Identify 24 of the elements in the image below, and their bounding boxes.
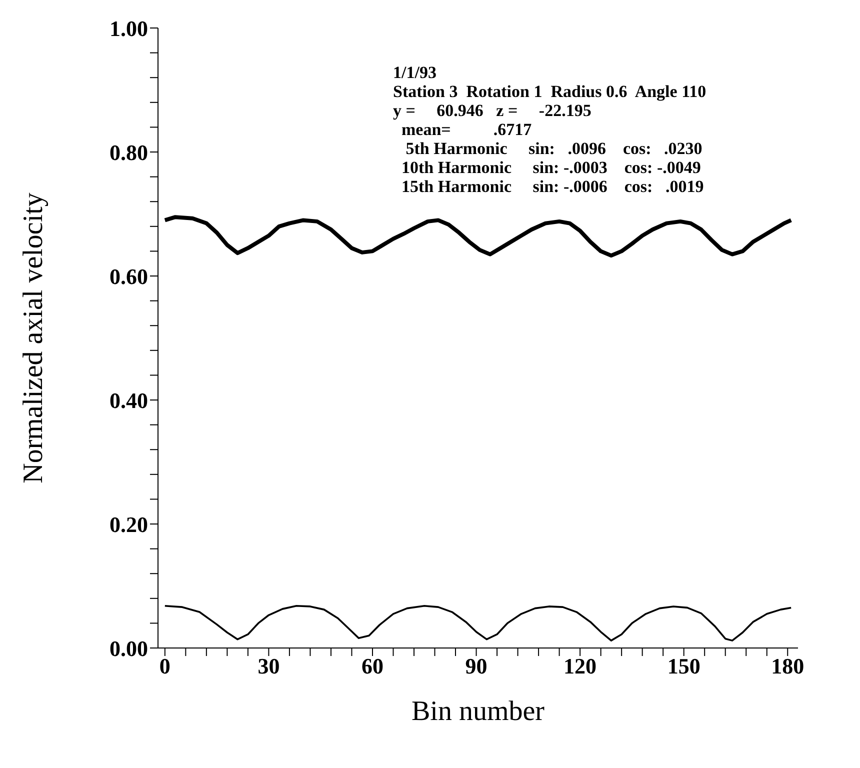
y-tick-label: 0.60: [110, 264, 148, 289]
x-tick-label: 150: [667, 654, 700, 679]
x-tick-label: 60: [361, 654, 384, 679]
x-tick-label: 90: [465, 654, 488, 679]
y-tick-label: 1.00: [110, 16, 148, 41]
y-tick-label: 0.40: [110, 388, 148, 413]
annotation: 10th Harmonic sin: -.0003 cos: -.0049: [393, 158, 701, 177]
annotation: 5th Harmonic sin: .0096 cos: .0230: [393, 139, 702, 158]
annotation: mean= .6717: [393, 120, 532, 139]
x-tick-label: 120: [564, 654, 597, 679]
x-axis-title: Bin number: [412, 696, 546, 727]
x-tick-label: 0: [159, 654, 170, 679]
annotation: Station 3 Rotation 1 Radius 0.6 Angle 110: [393, 82, 706, 101]
annotation: 1/1/93: [393, 63, 436, 82]
y-tick-label: 0.80: [110, 140, 148, 165]
line-series: [164, 604, 792, 642]
y-tick-label: 0.00: [110, 636, 148, 661]
annotation: 15th Harmonic sin: -.0006 cos: .0019: [393, 177, 704, 196]
y-axis-title: Normalized axial velocity: [18, 192, 49, 484]
x-tick-label: 30: [258, 654, 280, 679]
line-series: [162, 215, 794, 258]
annotation: y = 60.946 z = -22.195: [393, 101, 592, 120]
y-tick-label: 0.20: [110, 512, 148, 537]
x-tick-label: 180: [771, 654, 804, 679]
